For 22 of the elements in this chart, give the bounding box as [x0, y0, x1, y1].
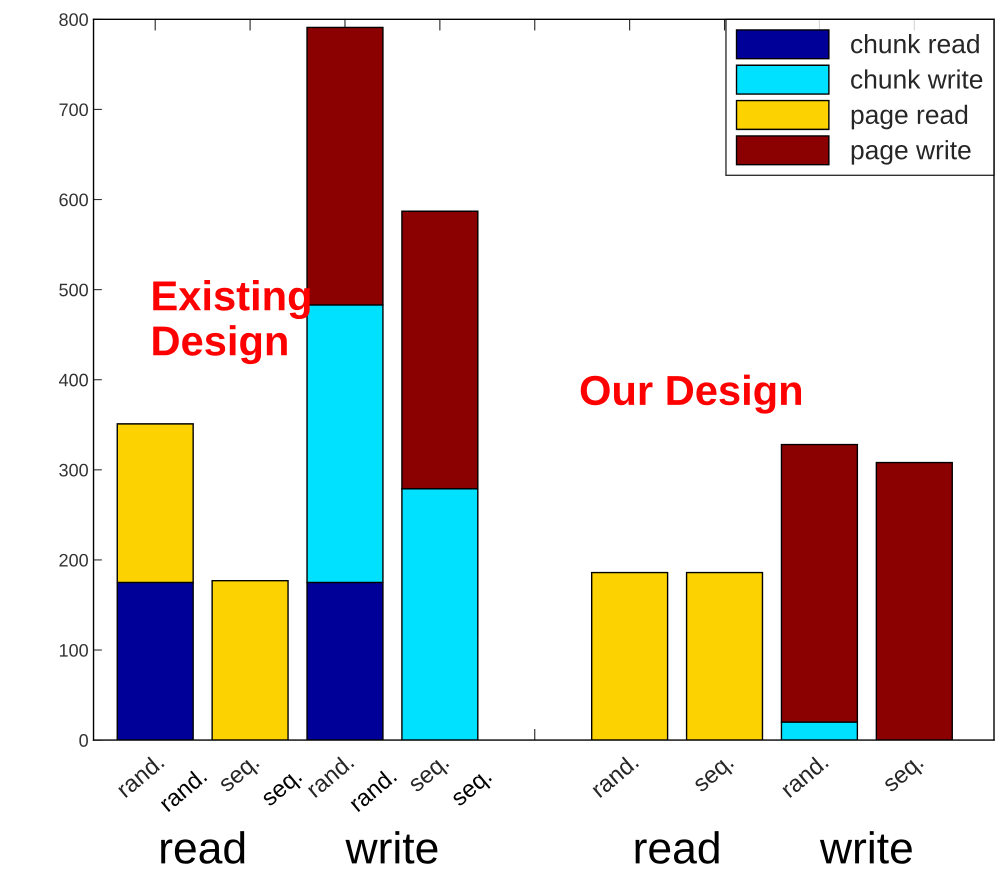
y-tick-label: 400 [58, 374, 88, 386]
y-tick-label: 100 [60, 644, 88, 657]
annotation: Our Design [580, 374, 802, 414]
text: read [636, 831, 719, 864]
legend-label: chunk read [851, 34, 979, 54]
y-tick-label: 300 [59, 464, 88, 477]
y-tick-label: 600 [59, 193, 88, 206]
text: read [161, 831, 244, 864]
y-tick-label: 500 [59, 284, 88, 296]
legend-label: page write [852, 140, 971, 165]
legend-label: page read [852, 104, 968, 130]
x-tick-label: seq. [219, 756, 263, 796]
x-tick-label: seq. [883, 756, 927, 796]
text: write [820, 831, 912, 864]
legend-label: chunk write [851, 69, 982, 89]
x-tick-label: seq. [409, 756, 452, 796]
y-tick-label: 200 [59, 554, 88, 567]
x-tick-label: seq. [694, 756, 738, 796]
y-tick-label: 700 [59, 103, 88, 116]
y-tick-label: 800 [59, 13, 88, 26]
y-tick-label: 0 [79, 734, 88, 747]
text: write [345, 831, 438, 864]
